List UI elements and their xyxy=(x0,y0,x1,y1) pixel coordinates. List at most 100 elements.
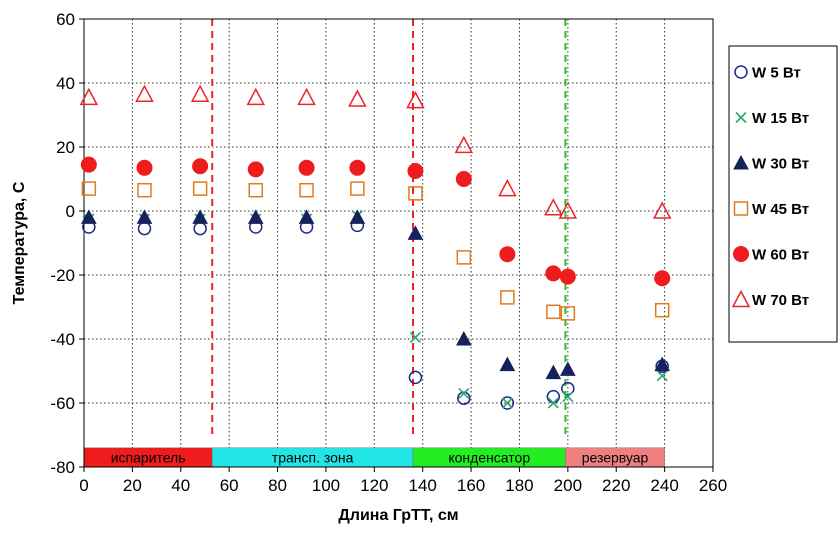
x-tick-label: 20 xyxy=(123,476,142,495)
x-tick-label: 160 xyxy=(457,476,485,495)
series-1-point xyxy=(193,221,207,236)
series-1-point xyxy=(137,221,152,236)
series-1-point xyxy=(546,389,561,404)
series-6-point xyxy=(190,84,210,102)
x-marker-stroke xyxy=(656,370,668,382)
series-5-point xyxy=(247,161,264,178)
x-tick-label: 180 xyxy=(505,476,533,495)
series-5-point xyxy=(349,159,366,176)
series-3-point xyxy=(349,209,366,224)
zone-4-label: резервуар xyxy=(582,449,649,465)
x-marker-stroke xyxy=(458,387,470,399)
series-2-point xyxy=(501,397,513,409)
series-6-point xyxy=(246,87,266,106)
series-2-point xyxy=(656,370,668,382)
zone-band: испаритель трансп. зона конденсатор резерву… xyxy=(83,447,665,468)
x-marker-stroke xyxy=(409,331,422,343)
legend-box xyxy=(728,45,838,343)
legend-label-3: W 30 Вт xyxy=(752,156,809,173)
y-tick-label: 40 xyxy=(56,74,75,93)
series-3-point xyxy=(407,225,424,240)
data-points xyxy=(79,84,672,410)
series-6 xyxy=(79,84,672,219)
series-4-point xyxy=(500,290,515,305)
series-1-point xyxy=(408,370,423,385)
y-tick-label: -40 xyxy=(50,330,75,349)
series-5-point xyxy=(407,163,424,179)
series-2-point xyxy=(458,387,470,399)
legend-marker-5 xyxy=(733,246,749,262)
grid xyxy=(84,19,713,467)
series-6-point xyxy=(348,89,367,107)
x-marker-stroke xyxy=(735,111,747,124)
series-4-point xyxy=(81,181,97,196)
series-3-point xyxy=(455,330,472,346)
series-1 xyxy=(82,218,669,410)
series-5-point xyxy=(298,159,315,176)
series-4-point xyxy=(350,181,365,196)
x-tick-label: 100 xyxy=(312,476,340,495)
series-3-point xyxy=(136,209,153,224)
series-6-point xyxy=(454,135,474,154)
series-2 xyxy=(83,210,668,409)
series-3-point xyxy=(560,361,576,376)
series-4 xyxy=(81,181,670,321)
series-5-point xyxy=(654,270,671,287)
series-2-point xyxy=(562,391,574,403)
y-tick-label: 60 xyxy=(56,10,75,29)
x-marker-stroke xyxy=(501,397,513,409)
legend-label-1: W 5 Вт xyxy=(752,65,801,82)
legend-marker-1 xyxy=(734,65,748,79)
zone-3-label: конденсатор xyxy=(448,449,530,465)
x-tick-label: 200 xyxy=(554,476,582,495)
series-5-point xyxy=(545,265,562,282)
y-tick-label: -80 xyxy=(50,458,75,477)
x-marker-stroke xyxy=(562,391,574,403)
series-4-point xyxy=(408,186,423,201)
legend-marker-2 xyxy=(735,111,747,124)
series-5-point xyxy=(136,159,153,176)
x-tick-label: 140 xyxy=(409,476,437,495)
x-marker-stroke xyxy=(547,397,559,409)
series-1-point xyxy=(561,381,575,396)
series-1-point xyxy=(457,391,471,405)
series-6-point xyxy=(498,179,517,197)
x-tick-label: 40 xyxy=(171,476,190,495)
legend-marker-6 xyxy=(731,289,751,308)
y-tick-label: -20 xyxy=(50,266,75,285)
plot-area-frame xyxy=(83,18,714,468)
legend-label-2: W 15 Вт xyxy=(752,110,809,127)
zone-dividers xyxy=(211,19,567,435)
series-3-point xyxy=(81,209,97,224)
series-2-point xyxy=(409,331,422,343)
zone-2-label: трансп. зона xyxy=(272,449,354,465)
x-axis-title: Длина ГрТТ, см xyxy=(338,507,458,524)
legend-label-4: W 45 Вт xyxy=(752,201,809,218)
series-4-point xyxy=(299,182,314,198)
series-6-point xyxy=(652,201,672,219)
x-tick-label: 240 xyxy=(650,476,678,495)
series-4-point xyxy=(546,304,561,320)
x-tick-label: 0 xyxy=(79,476,88,495)
series-6-point xyxy=(297,87,316,106)
series-4-point xyxy=(560,306,576,321)
series-2-point xyxy=(547,397,559,409)
legend-label-6: W 70 Вт xyxy=(752,292,809,309)
series-6-point xyxy=(558,201,578,219)
series-3 xyxy=(81,209,671,380)
series-3-point xyxy=(192,209,208,224)
y-tick-label: 20 xyxy=(56,138,75,157)
series-6-point xyxy=(544,198,563,216)
x-tick-label: 260 xyxy=(699,476,727,495)
x-tick-label: 80 xyxy=(268,476,287,495)
legend: W 5 Вт W 15 Вт W 30 Вт W 45 Вт W 60 Вт W 70 В… xyxy=(728,45,838,343)
series-3-point xyxy=(247,209,264,224)
legend-marker-3 xyxy=(733,154,749,170)
series-3-point xyxy=(499,356,516,372)
series-5-point xyxy=(192,158,209,175)
axis-ticks: 0 20 40 60 80 100 120 140 160 180 200 220 240 260-80-… xyxy=(50,10,727,495)
series-6-point xyxy=(135,84,154,102)
y-tick-label: 0 xyxy=(66,202,75,221)
series-5-point xyxy=(499,246,516,263)
